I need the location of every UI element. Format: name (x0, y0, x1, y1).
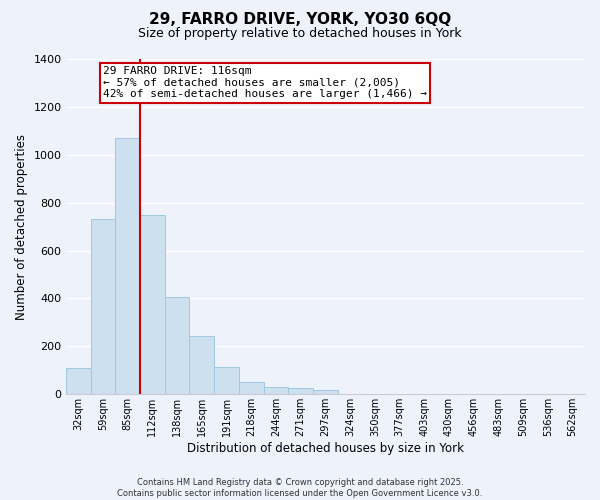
Bar (140, 214, 165, 394)
Bar (263, 387, 289, 394)
Text: Size of property relative to detached houses in York: Size of property relative to detached ho… (138, 28, 462, 40)
Bar (165, 298, 190, 394)
Text: 29, FARRO DRIVE, YORK, YO30 6QQ: 29, FARRO DRIVE, YORK, YO30 6QQ (149, 12, 451, 28)
X-axis label: Distribution of detached houses by size in York: Distribution of detached houses by size … (187, 442, 464, 455)
Text: Contains HM Land Registry data © Crown copyright and database right 2025.
Contai: Contains HM Land Registry data © Crown c… (118, 478, 482, 498)
Bar (289, 388, 313, 394)
Bar (91, 220, 115, 394)
Y-axis label: Number of detached properties: Number of detached properties (15, 134, 28, 320)
Bar (214, 366, 239, 394)
Bar (115, 138, 140, 394)
Bar (190, 336, 214, 394)
Bar (66, 368, 91, 394)
Bar (239, 382, 263, 394)
Bar (313, 390, 338, 394)
Text: 29 FARRO DRIVE: 116sqm
← 57% of detached houses are smaller (2,005)
42% of semi-: 29 FARRO DRIVE: 116sqm ← 57% of detached… (103, 66, 427, 100)
